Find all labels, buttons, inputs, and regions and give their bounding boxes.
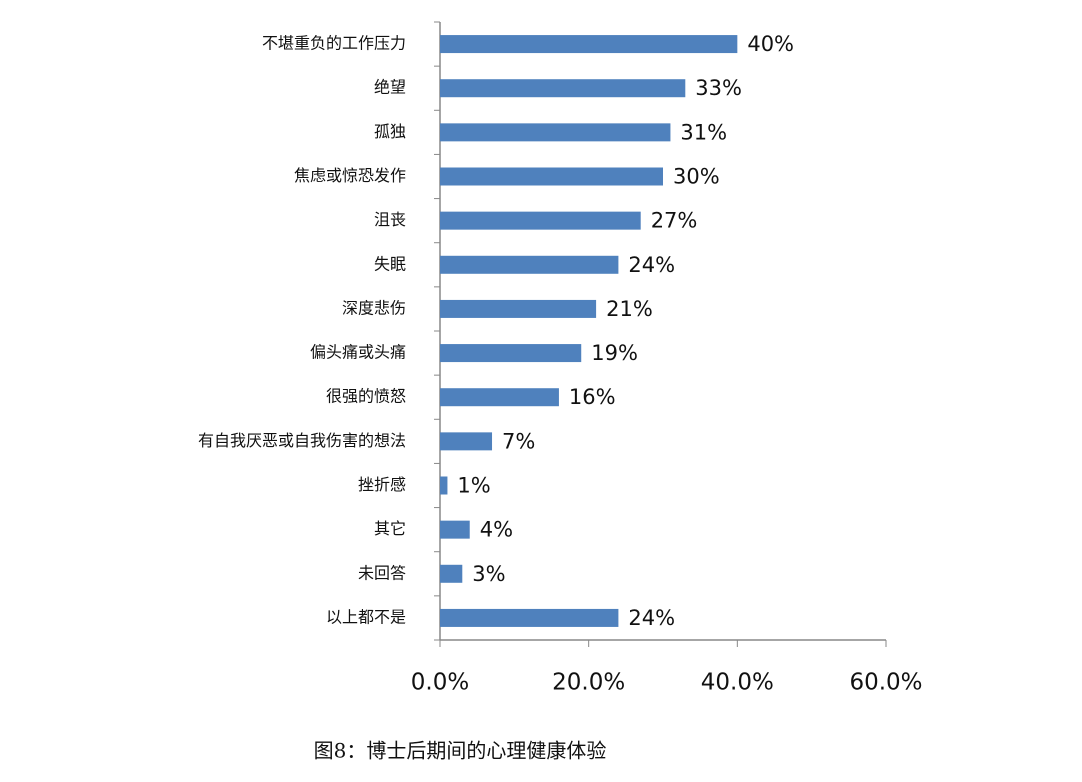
- value-label: 24%: [628, 606, 675, 630]
- x-tick-label: 0.0%: [411, 670, 469, 696]
- bar: [440, 608, 619, 627]
- y-tick-label: 深度悲伤: [342, 298, 406, 317]
- value-label: 40%: [747, 32, 794, 56]
- x-tick-label: 60.0%: [849, 670, 922, 696]
- value-label: 16%: [569, 385, 616, 409]
- chart-caption: 图8：博士后期间的心理健康体验: [314, 739, 607, 763]
- bar: [440, 520, 470, 539]
- y-tick-label: 以上都不是: [326, 607, 406, 626]
- value-label: 27%: [651, 209, 698, 233]
- bar: [440, 79, 686, 98]
- bar: [440, 476, 448, 495]
- bar: [440, 167, 663, 186]
- bar: [440, 432, 493, 451]
- y-tick-label: 绝望: [374, 78, 406, 97]
- y-tick-label: 偏头痛或头痛: [310, 343, 406, 362]
- bar: [440, 123, 671, 142]
- value-label: 33%: [695, 76, 742, 100]
- bar: [440, 255, 619, 274]
- y-tick-label: 有自我厌恶或自我伤害的想法: [198, 431, 406, 450]
- value-label: 3%: [472, 562, 505, 586]
- value-label: 1%: [457, 474, 490, 498]
- value-label: 19%: [591, 341, 638, 365]
- bar: [440, 344, 582, 363]
- y-tick-label: 焦虑或惊恐发作: [294, 166, 406, 185]
- y-tick-label: 其它: [374, 519, 406, 538]
- value-label: 31%: [680, 120, 727, 144]
- bar: [440, 299, 597, 318]
- value-label: 7%: [502, 429, 535, 453]
- y-tick-label: 失眠: [374, 254, 406, 273]
- value-label: 21%: [606, 297, 653, 321]
- bar: [440, 564, 463, 583]
- bar: [440, 211, 641, 230]
- y-tick-label: 挫折感: [358, 475, 406, 494]
- y-tick-label: 未回答: [358, 563, 406, 582]
- y-tick-label: 孤独: [374, 122, 406, 141]
- bar: [440, 388, 559, 407]
- x-tick-label: 40.0%: [701, 670, 774, 696]
- value-label: 30%: [673, 165, 720, 189]
- value-label: 4%: [480, 518, 513, 542]
- y-tick-label: 不堪重负的工作压力: [262, 34, 406, 53]
- bar: [440, 35, 738, 54]
- y-tick-label: 很强的愤怒: [326, 387, 406, 406]
- y-tick-label: 沮丧: [374, 210, 406, 229]
- x-tick-label: 20.0%: [552, 670, 625, 696]
- value-label: 24%: [628, 253, 675, 277]
